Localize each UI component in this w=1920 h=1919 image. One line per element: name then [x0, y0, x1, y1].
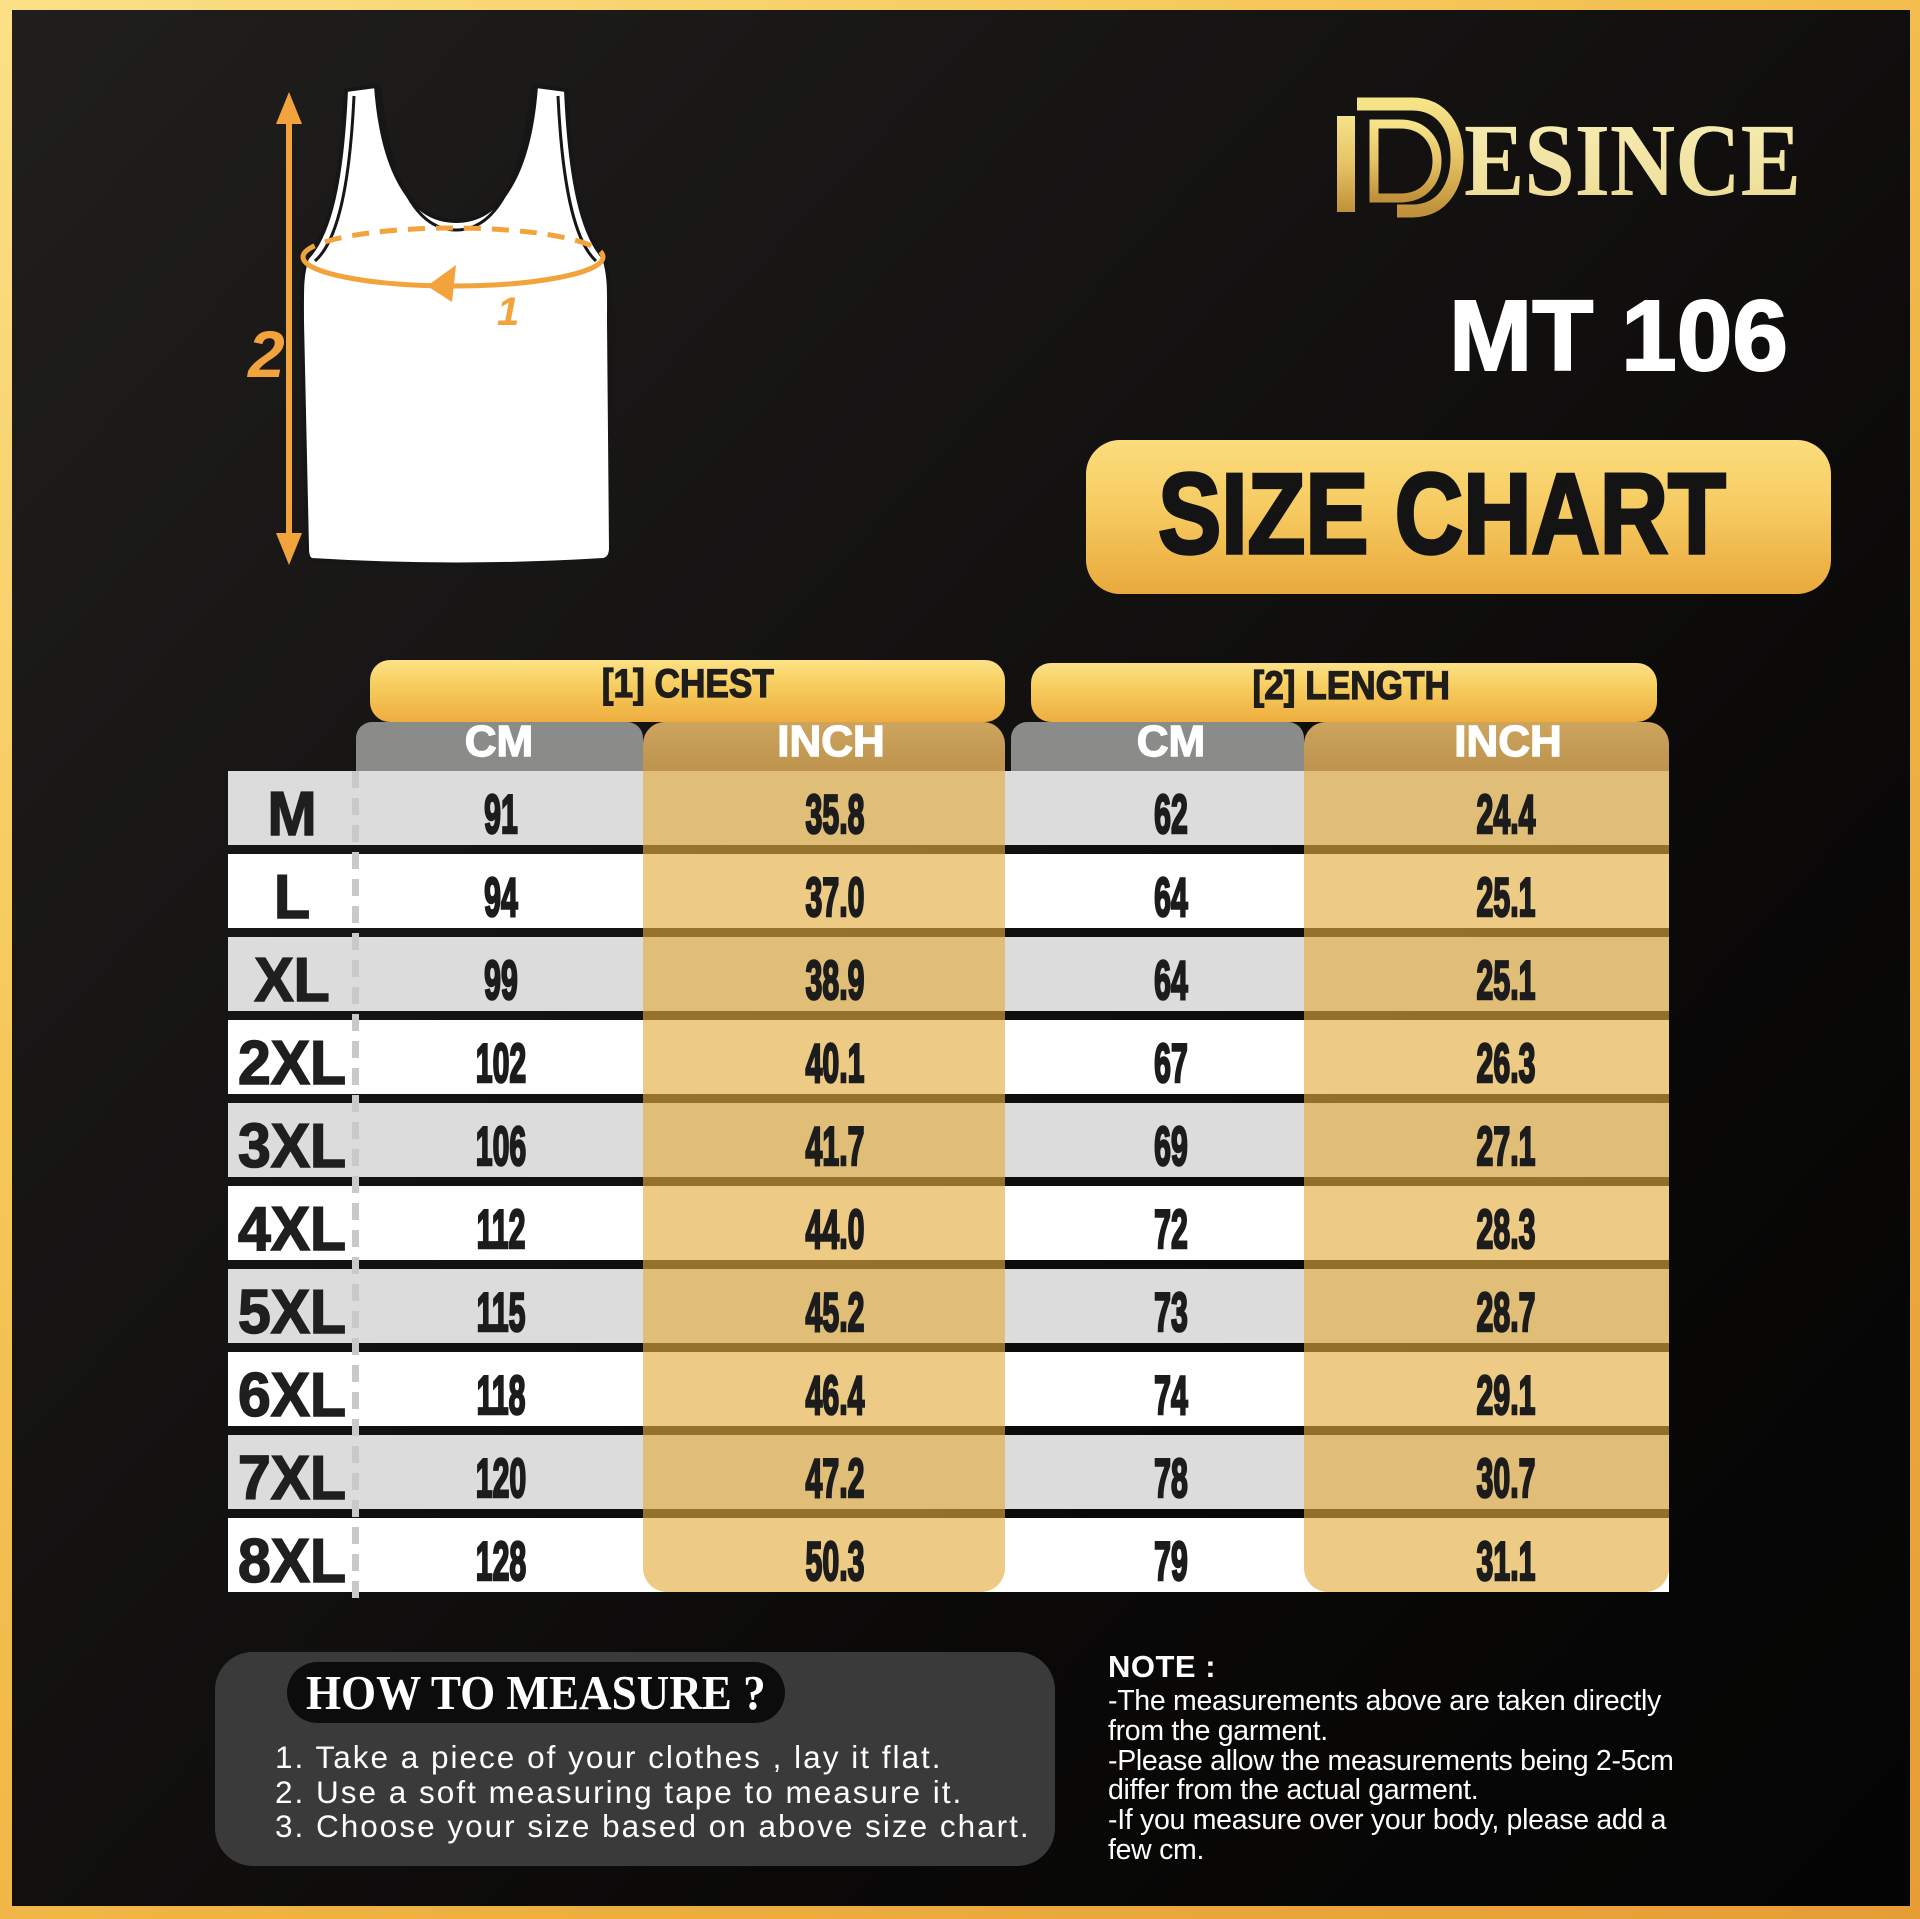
svg-text:ESINCE: ESINCE	[1464, 103, 1801, 218]
svg-text:2: 2	[246, 317, 285, 391]
svg-text:1: 1	[497, 290, 519, 334]
